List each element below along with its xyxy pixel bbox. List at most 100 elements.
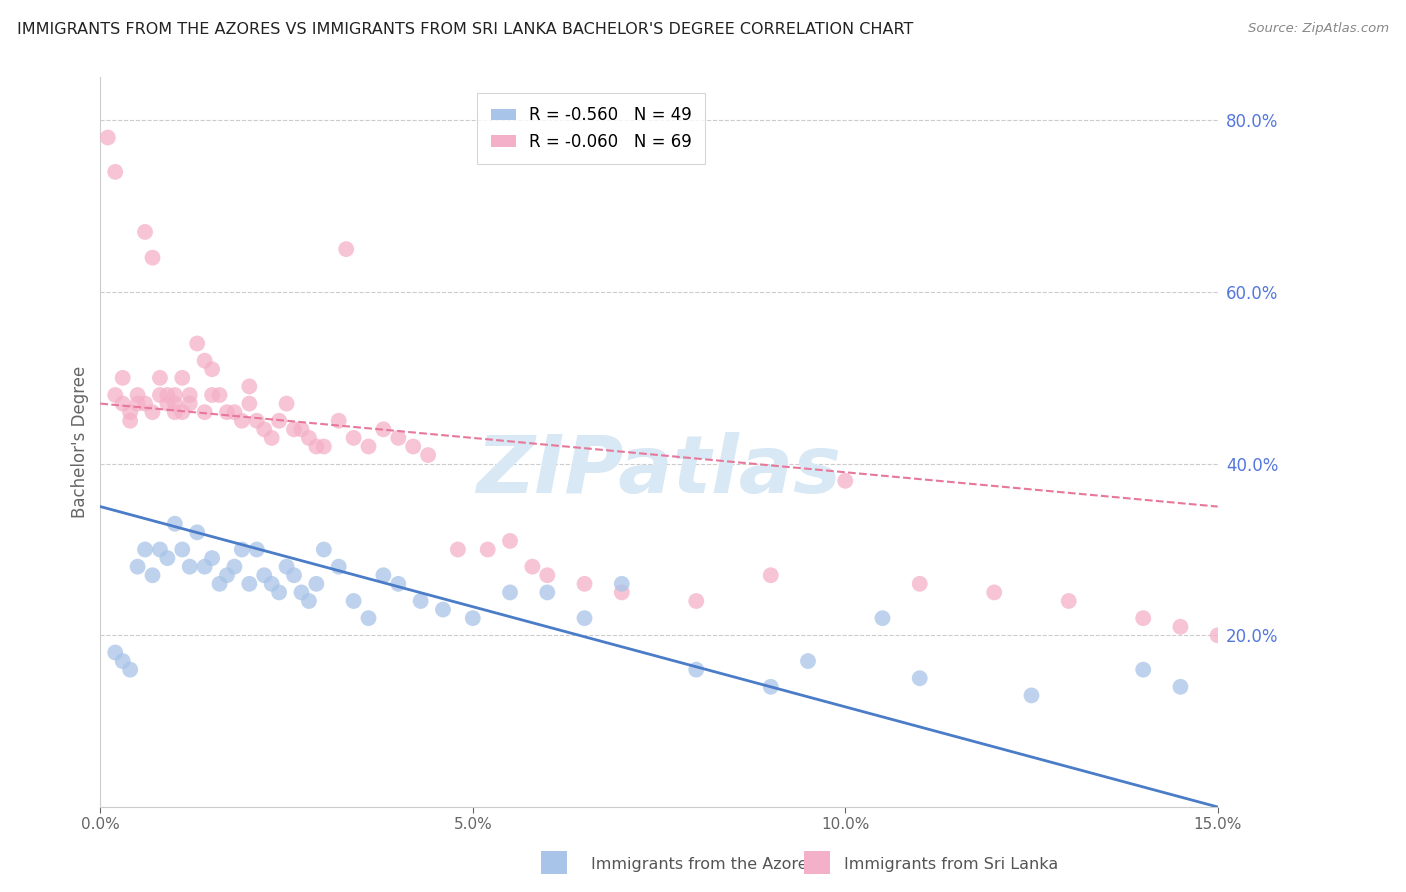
Point (416, 448, 439, 462)
Point (172, 542, 194, 557)
Point (111, 396, 134, 410)
Y-axis label: Bachelor's Degree: Bachelor's Degree (72, 366, 89, 518)
Point (149, 371, 172, 385)
Point (194, 559, 217, 574)
Point (134, 225, 156, 239)
Point (215, 405, 238, 419)
Point (477, 542, 499, 557)
Point (447, 542, 470, 557)
Point (373, 422, 395, 436)
Point (499, 585, 522, 599)
Point (797, 654, 820, 668)
Point (1132, 663, 1154, 677)
Point (1057, 594, 1080, 608)
Point (141, 568, 163, 582)
Point (127, 559, 149, 574)
Point (357, 611, 380, 625)
Point (522, 559, 544, 574)
Point (685, 663, 707, 677)
Point (312, 542, 335, 557)
Point (290, 422, 312, 436)
Point (298, 431, 321, 445)
Point (246, 414, 269, 428)
Point (260, 577, 283, 591)
Point (120, 663, 142, 677)
Point (461, 611, 484, 625)
Point (357, 440, 380, 454)
Point (269, 585, 291, 599)
Point (215, 568, 238, 582)
Point (759, 680, 782, 694)
Point (387, 431, 409, 445)
Point (387, 577, 409, 591)
Point (141, 251, 163, 265)
Point (343, 594, 366, 608)
Text: Immigrants from the Azores: Immigrants from the Azores (591, 857, 815, 872)
Point (283, 568, 305, 582)
Point (312, 440, 335, 454)
Text: IMMIGRANTS FROM THE AZORES VS IMMIGRANTS FROM SRI LANKA BACHELOR'S DEGREE CORREL: IMMIGRANTS FROM THE AZORES VS IMMIGRANTS… (17, 22, 914, 37)
Point (179, 388, 201, 402)
Point (872, 611, 894, 625)
Point (260, 431, 283, 445)
Point (536, 568, 558, 582)
Point (120, 414, 142, 428)
Point (156, 396, 179, 410)
Point (208, 577, 231, 591)
Point (163, 516, 186, 531)
Point (574, 611, 596, 625)
Point (373, 568, 395, 582)
Point (120, 405, 142, 419)
Point (1132, 611, 1154, 625)
Point (328, 414, 350, 428)
Point (834, 474, 856, 488)
Point (186, 525, 208, 540)
Point (104, 388, 127, 402)
Point (1206, 628, 1229, 642)
Point (908, 577, 931, 591)
Point (231, 542, 253, 557)
Point (238, 577, 260, 591)
Point (179, 396, 201, 410)
Point (610, 577, 633, 591)
Point (201, 388, 224, 402)
Point (983, 585, 1005, 599)
Point (1170, 620, 1192, 634)
Point (269, 414, 291, 428)
Point (328, 559, 350, 574)
Point (134, 542, 156, 557)
Point (224, 559, 246, 574)
Point (238, 396, 260, 410)
Point (127, 388, 149, 402)
Point (335, 242, 357, 256)
Text: Immigrants from Sri Lanka: Immigrants from Sri Lanka (844, 857, 1057, 872)
Point (134, 396, 156, 410)
Point (186, 336, 208, 351)
Point (201, 551, 224, 566)
Point (104, 645, 127, 659)
Point (402, 440, 425, 454)
Point (283, 422, 305, 436)
Point (149, 388, 172, 402)
Point (179, 559, 201, 574)
Point (253, 422, 276, 436)
Point (224, 405, 246, 419)
Point (305, 440, 328, 454)
Point (246, 542, 269, 557)
Point (759, 568, 782, 582)
Text: Source: ZipAtlas.com: Source: ZipAtlas.com (1249, 22, 1389, 36)
Point (231, 414, 253, 428)
Point (156, 388, 179, 402)
Point (343, 431, 366, 445)
Point (111, 371, 134, 385)
Point (97, 130, 120, 145)
Point (610, 585, 633, 599)
Point (163, 405, 186, 419)
Point (127, 396, 149, 410)
Point (163, 396, 186, 410)
Point (685, 594, 707, 608)
Point (111, 654, 134, 668)
Point (290, 585, 312, 599)
Point (1170, 680, 1192, 694)
Point (238, 379, 260, 393)
